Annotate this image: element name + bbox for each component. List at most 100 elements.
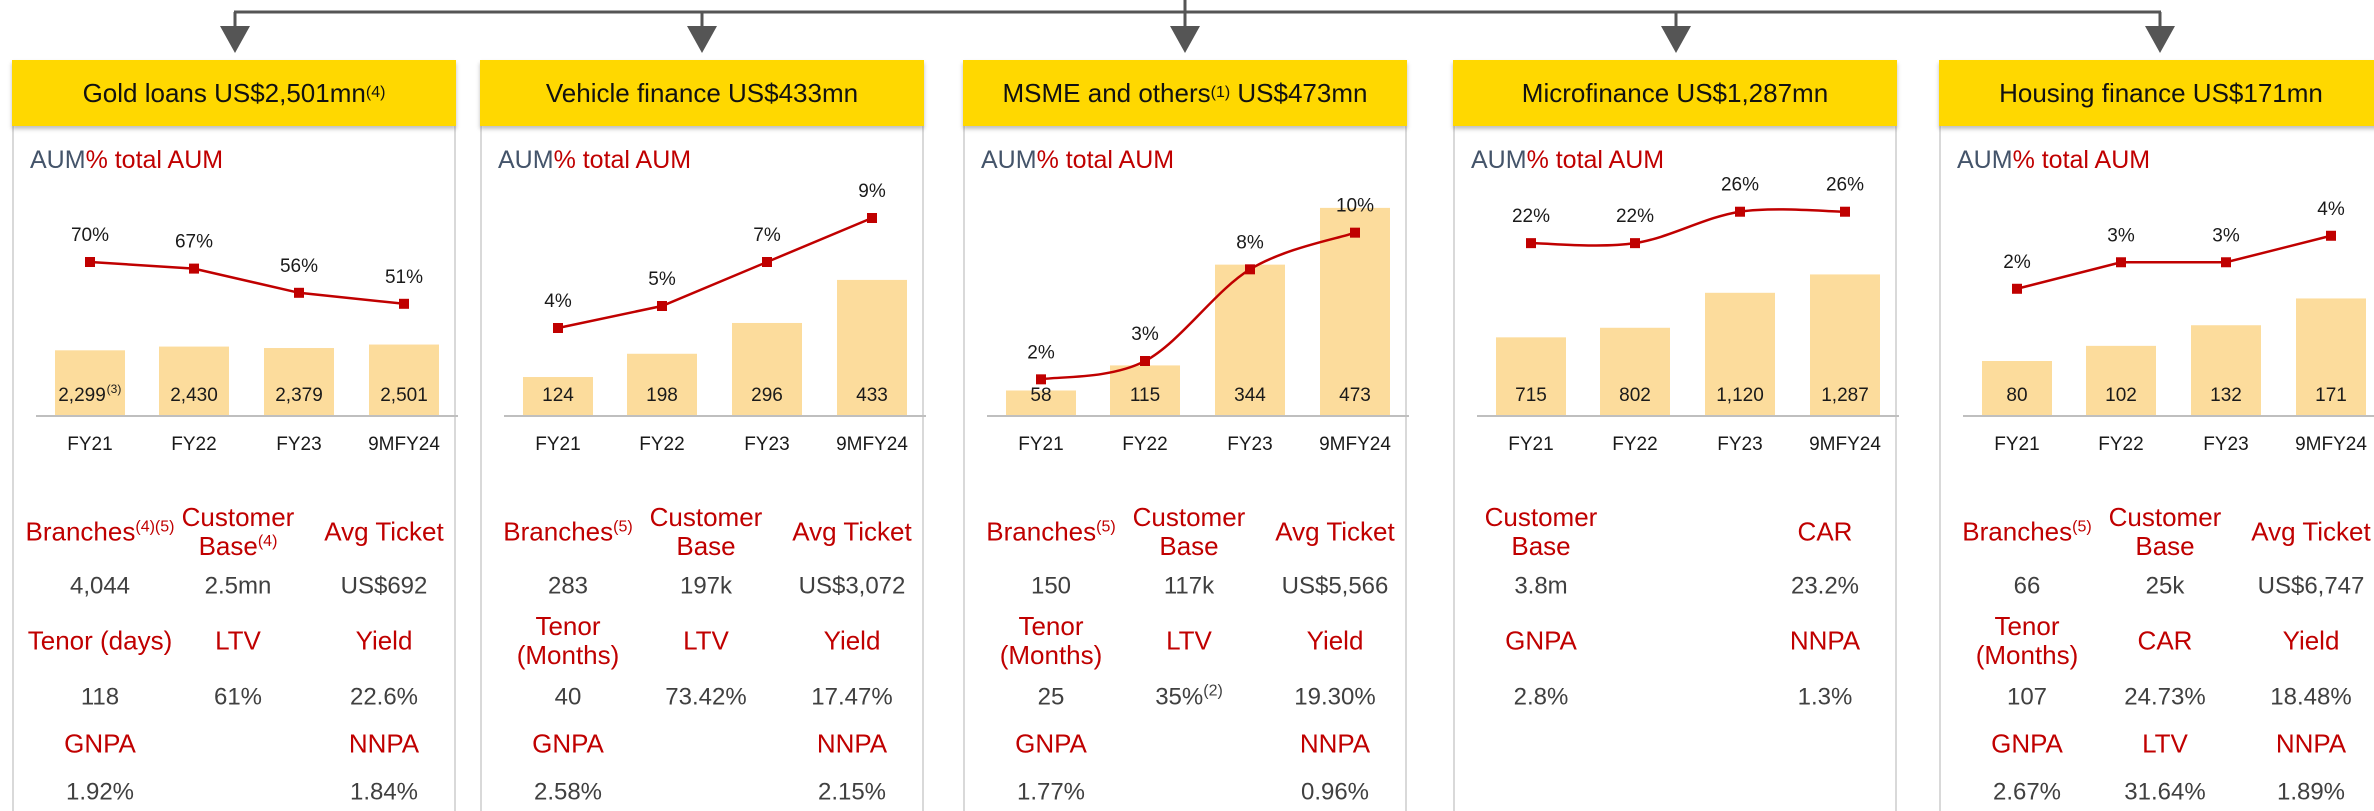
metric-value: 150 — [976, 572, 1126, 601]
line-value-label: 70% — [71, 225, 109, 246]
x-tick-label: FY22 — [639, 434, 684, 455]
line-marker — [1526, 238, 1536, 249]
metric-value: 40 — [493, 683, 643, 712]
bar-value-label: 132 — [2210, 385, 2242, 406]
metric-text: Yield — [823, 625, 881, 656]
metric-label: GNPA — [1466, 626, 1616, 656]
metric-label: GNPA — [976, 729, 1126, 759]
metric-text: Tenor (Months) — [1975, 611, 2079, 670]
metric-text: Avg Ticket — [1275, 516, 1395, 547]
metric-value: 0.96% — [1260, 778, 1410, 807]
metric-label: Tenor (Months) — [493, 612, 643, 670]
metric-text: US$692 — [340, 572, 428, 600]
legend: AUM% total AUM — [498, 146, 691, 175]
metric-text: 24.73% — [2124, 683, 2206, 711]
metric-value: 1.92% — [25, 778, 175, 807]
bar — [732, 322, 802, 416]
legend-entry: AUM — [981, 146, 1037, 174]
line-marker — [294, 287, 304, 298]
metric-text: 19.30% — [1294, 683, 1376, 711]
legend-entry: % total AUM — [85, 146, 224, 174]
metric-label: LTV — [1114, 626, 1264, 656]
metric-label: Tenor (Months) — [976, 612, 1126, 670]
metric-text: Avg Ticket — [324, 516, 444, 547]
metric-value: US$6,747 — [2236, 572, 2374, 601]
legend-entry: % total AUM — [1526, 146, 1665, 174]
line-value-label: 2% — [2003, 252, 2031, 273]
x-tick-label: FY22 — [1612, 434, 1657, 455]
metric-text: 66 — [2013, 572, 2041, 600]
metric-note: (4)(5) — [135, 518, 175, 536]
bar-value-label: 171 — [2315, 385, 2347, 406]
metric-text: Branches — [503, 516, 614, 547]
line-value-label: 51% — [385, 267, 423, 288]
metric-text: NNPA — [348, 728, 420, 759]
legend: AUM% total AUM — [981, 146, 1174, 175]
metric-value: 18.48% — [2236, 683, 2374, 712]
metric-text: NNPA — [1789, 625, 1861, 656]
aum-share-line — [1040, 231, 1356, 381]
x-tick-label: 9MFY24 — [836, 434, 908, 455]
line-value-label: 7% — [753, 225, 781, 246]
metric-label: LTV — [163, 626, 313, 656]
bar — [1982, 361, 2052, 416]
metric-text: Tenor (Months) — [999, 611, 1103, 670]
line-marker — [1140, 356, 1150, 366]
metric-text: Branches — [986, 516, 1097, 547]
metric-value: 19.30% — [1260, 683, 1410, 712]
legend-entry: AUM — [30, 146, 86, 174]
metric-text: 2.58% — [533, 778, 603, 806]
x-tick-label: FY23 — [1227, 434, 1272, 455]
line-marker — [2116, 257, 2126, 268]
metric-label: GNPA — [25, 728, 175, 759]
connector — [220, 0, 2175, 53]
metric-text: Branches — [1962, 516, 2073, 547]
aum-share-line — [557, 216, 873, 330]
metric-text: 73.42% — [665, 683, 747, 711]
segment-panel: Gold loans US$2,501mn (4) AUM% total AUM 2,… — [12, 60, 458, 811]
metric-value: 66 — [1952, 572, 2102, 601]
metric-value: 23.2% — [1750, 572, 1900, 601]
metric-text: GNPA — [64, 728, 136, 759]
metric-text: 31.64% — [2124, 778, 2206, 806]
line-marker — [189, 263, 199, 274]
metric-value: 2.67% — [1952, 778, 2102, 807]
metric-text: Branches — [25, 516, 136, 547]
bar-value-label: 2,379 — [275, 385, 323, 406]
metric-label: Yield — [1260, 626, 1410, 656]
metric-text: 2.15% — [817, 778, 887, 806]
bar-value-label: 802 — [1619, 385, 1651, 406]
bar — [369, 344, 439, 416]
metric-value: 17.47% — [777, 683, 927, 712]
metric-text: 3.8m — [1514, 572, 1568, 600]
legend: AUM% total AUM — [30, 146, 223, 175]
line-marker — [1350, 227, 1360, 238]
bar — [159, 346, 229, 416]
bar-value-label: 473 — [1339, 385, 1371, 406]
metric-label: Customer Base — [1114, 503, 1264, 561]
metric-label: Avg Ticket — [2236, 517, 2374, 547]
line-marker — [1036, 374, 1046, 385]
line-value-label: 5% — [648, 269, 676, 290]
line-marker — [762, 257, 772, 267]
metric-label: Avg Ticket — [777, 517, 927, 547]
metric-label: NNPA — [2236, 729, 2374, 759]
metric-text: Yield — [355, 625, 413, 656]
metric-text: Tenor (days) — [27, 625, 173, 656]
metric-label: NNPA — [1260, 729, 1410, 759]
x-tick-label: FY21 — [1994, 434, 2039, 455]
metric-text: 40 — [554, 683, 582, 711]
metric-text: GNPA — [532, 728, 604, 759]
line-value-label: 4% — [2317, 199, 2345, 220]
bar-value-label: 296 — [751, 385, 783, 406]
x-tick-label: FY21 — [535, 434, 580, 455]
metric-label: Customer Base — [2090, 503, 2240, 561]
x-tick-label: 9MFY24 — [1319, 434, 1391, 455]
segment-panel: Housing finance US$171mn AUM% total AUM 80… — [1939, 60, 2374, 811]
metric-note: (4) — [257, 533, 278, 550]
legend-entry: AUM — [1957, 146, 2013, 174]
line-marker — [1840, 206, 1850, 217]
metric-text: 0.96% — [1300, 778, 1370, 806]
metric-text: Customer Base — [649, 502, 763, 561]
